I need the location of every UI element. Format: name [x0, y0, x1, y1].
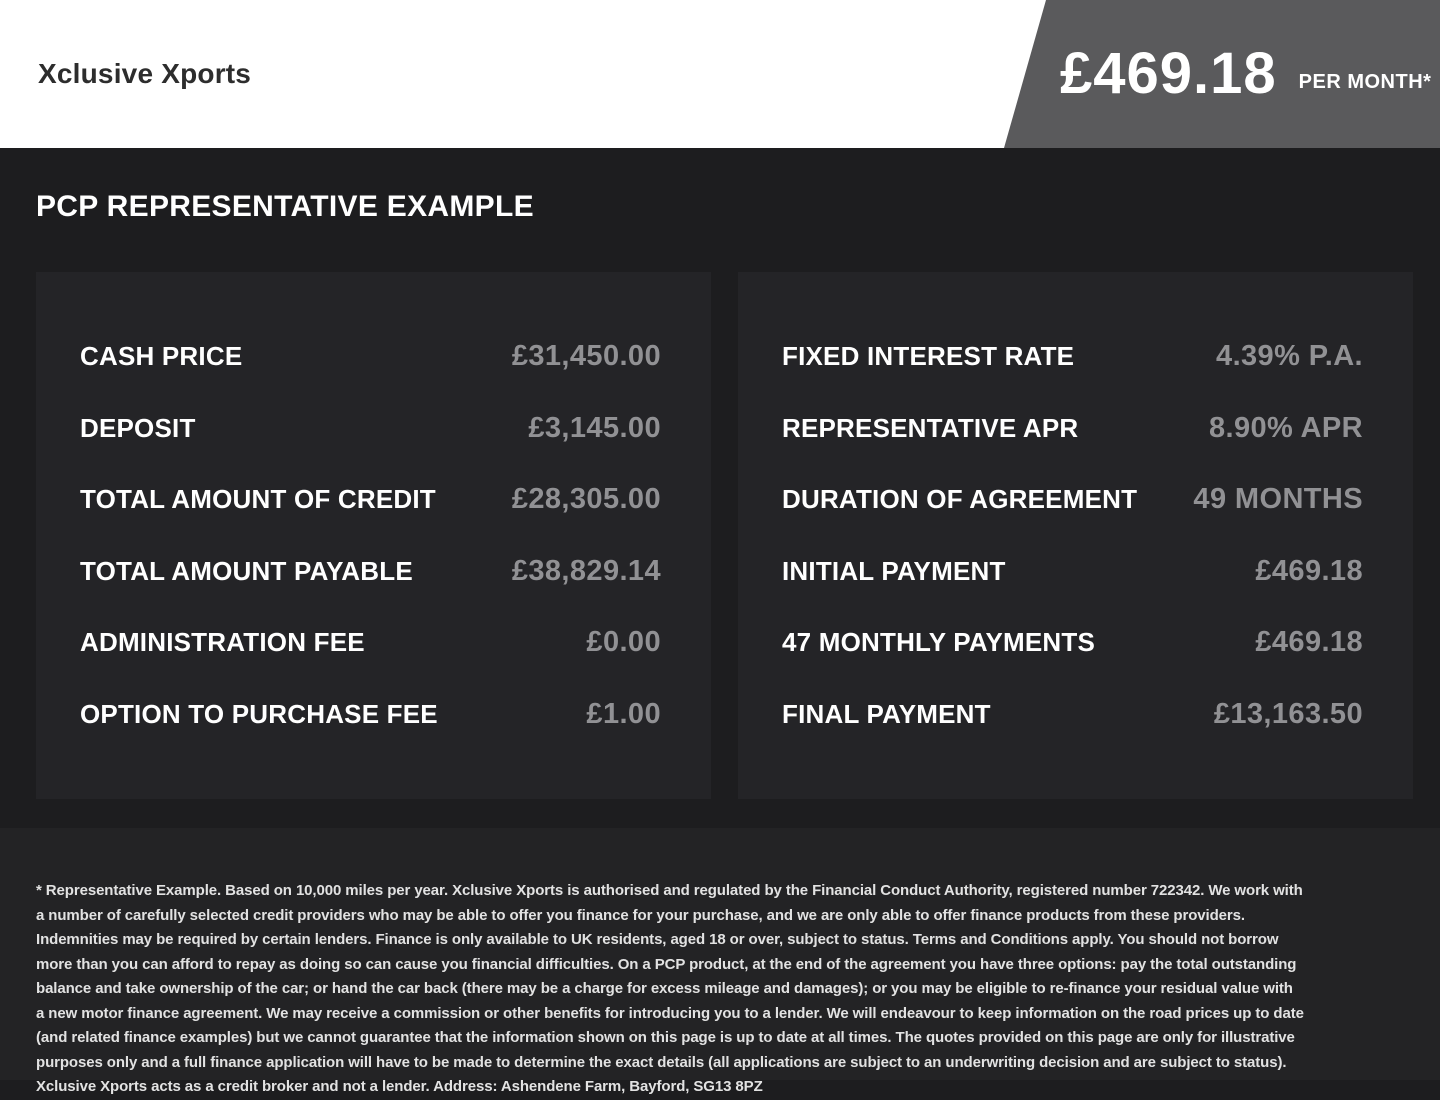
finance-value: £13,163.50	[1213, 697, 1363, 730]
finance-value: £1.00	[586, 697, 661, 730]
finance-row: 47 MONTHLY PAYMENTS £469.18	[782, 626, 1363, 659]
finance-value: £469.18	[1255, 626, 1363, 659]
finance-panel-left: CASH PRICE £31,450.00 DEPOSIT £3,145.00 …	[36, 272, 711, 799]
brand-title: Xclusive Xports	[38, 58, 252, 89]
finance-label: TOTAL AMOUNT PAYABLE	[80, 555, 413, 586]
finance-row: FINAL PAYMENT £13,163.50	[782, 698, 1363, 731]
finance-row: DEPOSIT £3,145.00	[80, 412, 661, 445]
finance-row: FIXED INTEREST RATE 4.39% P.A.	[782, 340, 1363, 373]
finance-value: 49 MONTHS	[1193, 483, 1363, 516]
finance-label: CASH PRICE	[80, 341, 243, 372]
finance-label: 47 MONTHLY PAYMENTS	[782, 627, 1095, 658]
finance-label: REPRESENTATIVE APR	[782, 412, 1079, 443]
finance-label: FIXED INTEREST RATE	[782, 341, 1075, 372]
finance-row: ADMINISTRATION FEE £0.00	[80, 626, 661, 659]
finance-label: DEPOSIT	[80, 412, 196, 443]
finance-example-section: PCP REPRESENTATIVE EXAMPLE CASH PRICE £3…	[0, 148, 1440, 828]
finance-panels: CASH PRICE £31,450.00 DEPOSIT £3,145.00 …	[36, 272, 1413, 799]
finance-row: TOTAL AMOUNT PAYABLE £38,829.14	[80, 555, 661, 588]
finance-value: 8.90% APR	[1208, 411, 1363, 444]
header: Xclusive Xports £469.18 PER MONTH*	[0, 0, 1440, 148]
finance-label: TOTAL AMOUNT OF CREDIT	[80, 484, 436, 515]
monthly-price-badge: £469.18 PER MONTH*	[1004, 0, 1440, 148]
monthly-price-suffix: PER MONTH*	[1298, 71, 1432, 93]
finance-value: £469.18	[1255, 554, 1363, 587]
disclaimer-text: * Representative Example. Based on 10,00…	[36, 882, 1304, 1095]
finance-label: ADMINISTRATION FEE	[80, 627, 365, 658]
finance-value: £28,305.00	[511, 483, 661, 516]
finance-row: DURATION OF AGREEMENT 49 MONTHS	[782, 483, 1363, 516]
monthly-price: £469.18	[1060, 41, 1277, 106]
finance-row: INITIAL PAYMENT £469.18	[782, 555, 1363, 588]
finance-row: OPTION TO PURCHASE FEE £1.00	[80, 698, 661, 731]
footer: * Representative Example. Based on 10,00…	[0, 828, 1440, 1095]
finance-label: INITIAL PAYMENT	[782, 555, 1006, 586]
finance-row: CASH PRICE £31,450.00	[80, 340, 661, 373]
finance-value: £38,829.14	[511, 554, 661, 587]
finance-row: REPRESENTATIVE APR 8.90% APR	[782, 412, 1363, 445]
finance-value: £31,450.00	[511, 340, 661, 373]
finance-panel-right: FIXED INTEREST RATE 4.39% P.A. REPRESENT…	[738, 272, 1413, 799]
finance-value: £3,145.00	[528, 411, 661, 444]
finance-row: TOTAL AMOUNT OF CREDIT £28,305.00	[80, 483, 661, 516]
finance-label: FINAL PAYMENT	[782, 698, 991, 729]
finance-value: £0.00	[586, 626, 661, 659]
finance-label: DURATION OF AGREEMENT	[782, 484, 1138, 515]
finance-label: OPTION TO PURCHASE FEE	[80, 698, 438, 729]
finance-value: 4.39% P.A.	[1216, 340, 1363, 373]
section-title: PCP REPRESENTATIVE EXAMPLE	[36, 190, 534, 223]
